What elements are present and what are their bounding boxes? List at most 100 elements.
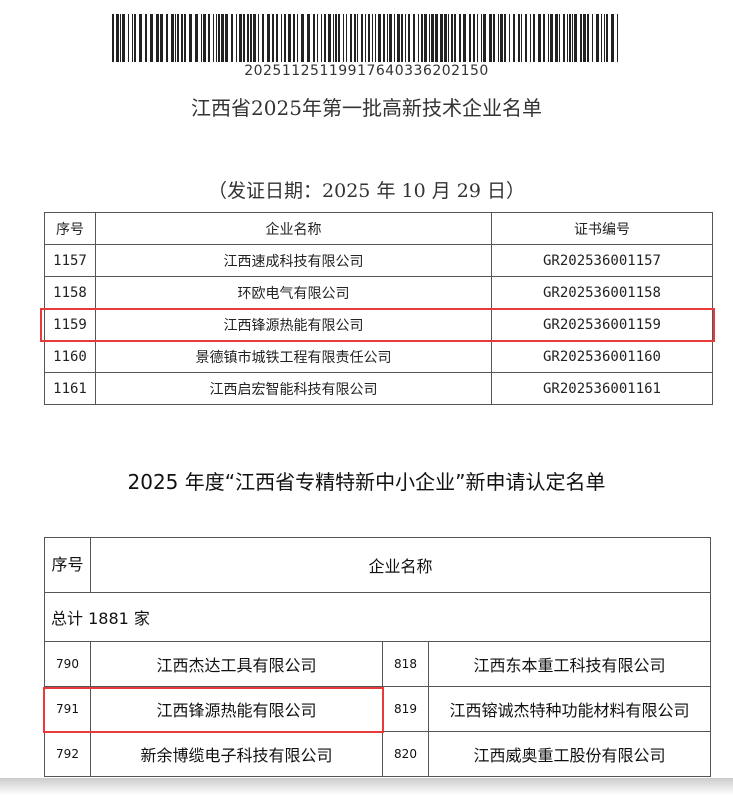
- barcode-bar: [493, 14, 495, 62]
- barcode-bar: [365, 14, 366, 62]
- header-seq: 序号: [44, 537, 91, 593]
- company-name: 江西速成科技有限公司: [95, 244, 492, 277]
- barcode-bar: [530, 14, 531, 62]
- barcode-bar: [132, 14, 133, 62]
- barcode-bar: [389, 14, 392, 62]
- barcode-bar: [184, 14, 186, 62]
- header-name: 企业名称: [95, 212, 492, 245]
- barcode-bar: [267, 14, 270, 62]
- barcode-bar: [518, 14, 520, 62]
- barcode-bar: [201, 14, 202, 62]
- barcode-bar: [378, 14, 381, 62]
- barcode-bar: [429, 14, 430, 62]
- barcode-bar: [463, 14, 466, 62]
- barcode-bar: [134, 14, 136, 62]
- barcode-bar: [592, 14, 593, 62]
- seq: 1160: [44, 340, 96, 373]
- company-name: 新余博缆电子科技有限公司: [90, 731, 383, 777]
- barcode-bar: [333, 14, 334, 62]
- barcode-bar: [181, 14, 183, 62]
- barcode-bar: [569, 14, 571, 62]
- barcode-bar: [156, 14, 159, 62]
- barcode-bar: [421, 14, 423, 62]
- highlight-box-791: [43, 687, 384, 733]
- barcode-bar: [555, 14, 558, 62]
- barcode-bar: [338, 14, 340, 62]
- company-name: 景德镇市城铁工程有限责任公司: [95, 340, 492, 373]
- barcode-bar: [335, 14, 337, 62]
- table-header: 序号 企业名称 证书编号: [44, 212, 713, 245]
- barcode-bar: [368, 14, 370, 62]
- barcode-bar: [538, 14, 541, 62]
- barcode-bar: [572, 14, 573, 62]
- barcode-bar: [221, 14, 224, 62]
- seq: 819: [382, 686, 429, 732]
- barcode-bar: [313, 14, 315, 62]
- barcode-bar: [281, 14, 282, 62]
- barcode-bar: [397, 14, 400, 62]
- company-name: 江西杰达工具有限公司: [90, 641, 383, 687]
- highlight-box-1159: [40, 308, 715, 342]
- barcode-bar: [489, 14, 492, 62]
- barcode-bar: [383, 14, 385, 62]
- seq: 1161: [44, 372, 96, 405]
- barcode-bar: [116, 14, 119, 62]
- table-row: 791 江西锋源热能有限公司 819 江西镕诚杰特种功能材料有限公司: [44, 686, 711, 732]
- company-name: 江西东本重工科技有限公司: [428, 641, 711, 687]
- table-row: 1161 江西启宏智能科技有限公司 GR202536001161: [44, 372, 713, 405]
- barcode-bar: [483, 14, 486, 62]
- total-row: 总计 1881 家: [44, 592, 711, 642]
- seq: 1157: [44, 244, 96, 277]
- seq: 792: [44, 731, 91, 777]
- barcode-bar: [243, 14, 245, 62]
- barcode-bar: [297, 14, 298, 62]
- seq: 790: [44, 641, 91, 687]
- barcode-bar: [513, 14, 515, 62]
- barcode-bar: [160, 14, 163, 62]
- barcode-bar: [469, 14, 471, 62]
- cert-number: GR202536001158: [491, 276, 713, 309]
- barcode-bar: [307, 14, 310, 62]
- barcode-bar: [247, 14, 249, 62]
- table-row: 790 江西杰达工具有限公司 818 江西东本重工科技有限公司: [44, 641, 711, 687]
- barcode-bar: [431, 14, 434, 62]
- barcode-bar: [343, 14, 344, 62]
- barcode-bar: [548, 14, 549, 62]
- seq: 1159: [44, 308, 96, 341]
- barcode-bar: [405, 14, 406, 62]
- company-name: 江西锋源热能有限公司: [90, 686, 383, 732]
- seq: 1158: [44, 276, 96, 309]
- barcode-bar: [477, 14, 478, 62]
- header-seq: 序号: [44, 212, 96, 245]
- barcode-number: 20251125119917640336202150: [244, 63, 489, 79]
- barcode-bar: [284, 14, 286, 62]
- barcode-bar: [112, 14, 114, 62]
- barcode-bar: [301, 14, 304, 62]
- barcode-bar: [521, 14, 522, 62]
- table-header: 序号 企业名称: [44, 537, 711, 593]
- barcode-bar: [218, 14, 220, 62]
- barcode-bar: [611, 14, 614, 62]
- company-name: 江西启宏智能科技有限公司: [95, 372, 492, 405]
- barcode-bar: [440, 14, 443, 62]
- cert-number: GR202536001160: [491, 340, 713, 373]
- barcode-bar: [601, 14, 602, 62]
- barcode-bar: [580, 14, 582, 62]
- barcode-bar: [150, 14, 153, 62]
- barcode-bar: [145, 14, 147, 62]
- barcode-bar: [587, 14, 589, 62]
- barcode-bar: [239, 14, 242, 62]
- barcode: [112, 14, 618, 62]
- barcode-bar: [459, 14, 461, 62]
- barcode-bar: [533, 14, 535, 62]
- barcode-bar: [354, 14, 356, 62]
- barcode-bar: [350, 14, 352, 62]
- barcode-bar: [317, 14, 318, 62]
- barcode-bar: [171, 14, 174, 62]
- barcode-bar: [195, 14, 198, 62]
- barcode-bar: [481, 14, 482, 62]
- seq: 820: [382, 731, 429, 777]
- barcode-bar: [288, 14, 291, 62]
- barcode-bar: [604, 14, 605, 62]
- seq: 818: [382, 641, 429, 687]
